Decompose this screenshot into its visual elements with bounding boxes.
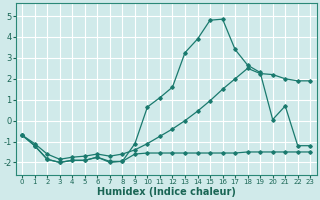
X-axis label: Humidex (Indice chaleur): Humidex (Indice chaleur) <box>97 187 236 197</box>
